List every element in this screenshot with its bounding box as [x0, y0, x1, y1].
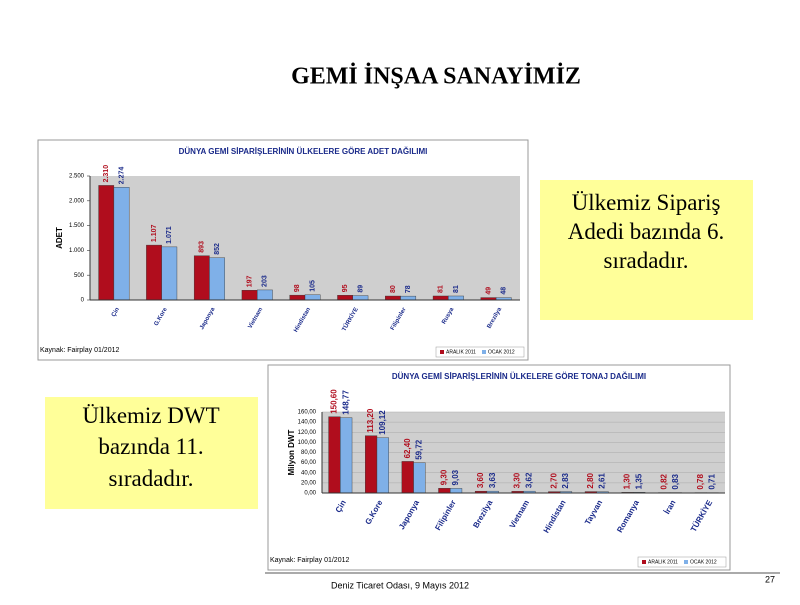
data-label: 2,83 [561, 472, 570, 488]
y-tick-label: 1.000 [69, 248, 85, 254]
data-label: 148,77 [341, 390, 350, 415]
slide-title: GEMİ İNŞAA SANAYİMİZ [291, 64, 581, 90]
legend-label: OCAK 2012 [488, 349, 515, 355]
bar [305, 295, 320, 300]
bar [146, 245, 161, 300]
y-tick-label: 500 [74, 273, 85, 279]
bar [329, 417, 341, 493]
bar [337, 295, 352, 300]
data-label: 3,62 [524, 472, 533, 488]
y-tick-label: 120,00 [298, 430, 317, 436]
data-label: 197 [246, 275, 253, 287]
footer: Deniz Ticaret Odası, 9 Mayıs 2012 [331, 580, 469, 590]
data-label: 95 [342, 284, 349, 292]
bar [448, 296, 463, 300]
page-number: 27 [765, 574, 775, 584]
bar [385, 296, 400, 300]
chart-title: DÜNYA GEMİ SİPARİŞLERİNİN ÜLKELERE GÖRE … [392, 372, 646, 381]
bar [99, 185, 114, 300]
data-label: 3,30 [513, 472, 522, 488]
data-label: 852 [214, 243, 221, 255]
y-axis-label: ADET [55, 227, 64, 249]
legend-swatch [482, 350, 486, 354]
bar [439, 488, 451, 493]
data-label: 0,82 [659, 473, 668, 489]
y-tick-label: 2.500 [69, 174, 85, 180]
data-label: 1.107 [151, 224, 158, 242]
bar [353, 296, 368, 300]
data-label: 113,20 [366, 408, 375, 433]
bar [402, 461, 414, 493]
data-label: 3,63 [488, 472, 497, 488]
legend-label: ARALIK 2011 [648, 559, 678, 565]
bar [340, 418, 352, 493]
bar [414, 463, 426, 493]
data-label: 1,30 [623, 473, 632, 489]
data-label: 2.274 [118, 167, 125, 185]
data-label: 80 [390, 285, 397, 293]
bar [242, 290, 257, 300]
data-label: 2,70 [549, 473, 558, 489]
data-label: 150,60 [330, 389, 339, 414]
data-label: 0,78 [696, 473, 705, 489]
y-tick-label: 20,00 [301, 480, 317, 486]
bar [433, 296, 448, 300]
bar [194, 256, 209, 300]
data-label: 59,72 [415, 439, 424, 460]
chart-title: DÜNYA GEMİ SİPARİŞLERİNİN ÜLKELERE GÖRE … [179, 147, 428, 156]
legend-swatch [440, 350, 444, 354]
data-label: 48 [501, 287, 508, 295]
data-label: 62,40 [403, 438, 412, 459]
data-label: 893 [199, 241, 206, 253]
y-tick-label: 100,00 [298, 440, 317, 446]
data-label: 1,35 [634, 473, 643, 489]
data-label: 81 [438, 285, 445, 293]
data-label: 105 [309, 280, 316, 292]
y-tick-label: 80,00 [301, 450, 317, 456]
data-label: 89 [357, 285, 364, 293]
legend-swatch [684, 560, 688, 564]
bar [401, 296, 416, 300]
bar [162, 247, 177, 300]
data-label: 3,60 [476, 472, 485, 488]
bar [450, 488, 462, 493]
legend-label: OCAK 2012 [690, 559, 717, 565]
data-label: 49 [485, 287, 492, 295]
data-label: 1.071 [166, 226, 173, 244]
legend-label: ARALIK 2011 [446, 349, 476, 355]
bar [290, 295, 305, 300]
data-label: 98 [294, 284, 301, 292]
data-label: 78 [405, 285, 412, 293]
data-label: 2,80 [586, 472, 595, 488]
bar [114, 187, 129, 300]
data-label: 2.310 [103, 165, 110, 183]
y-tick-label: 160,00 [298, 410, 317, 416]
bar [377, 438, 389, 493]
y-tick-label: 140,00 [298, 420, 317, 426]
data-label: 0,71 [708, 474, 717, 490]
source: Kaynak: Fairplay 01/2012 [270, 557, 349, 564]
y-tick-label: 0,00 [304, 491, 316, 497]
bar [209, 258, 224, 300]
y-tick-label: 40,00 [301, 470, 317, 476]
source: Kaynak: Fairplay 01/2012 [40, 347, 119, 354]
legend-swatch [642, 560, 646, 564]
data-label: 2,61 [598, 473, 607, 489]
y-tick-label: 1.500 [69, 223, 85, 229]
data-label: 203 [262, 275, 269, 287]
data-label: 109,12 [378, 410, 387, 435]
y-axis-label: Milyon DWT [287, 430, 296, 476]
data-label: 81 [453, 285, 460, 293]
y-tick-label: 2.000 [69, 198, 85, 204]
data-label: 9,03 [451, 469, 460, 485]
bar [257, 290, 272, 300]
bar [365, 436, 377, 493]
data-label: 9,30 [439, 469, 448, 485]
data-label: 0,83 [671, 473, 680, 489]
y-tick-label: 60,00 [301, 460, 317, 466]
